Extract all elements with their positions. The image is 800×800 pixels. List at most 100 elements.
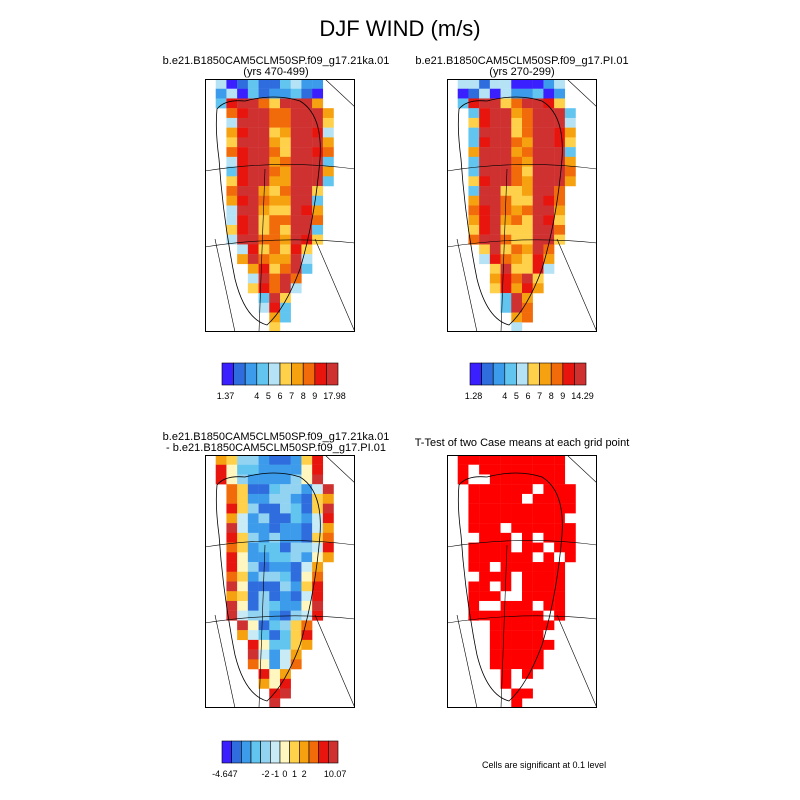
map-cell	[457, 474, 469, 485]
map-cell	[312, 195, 324, 206]
map-cell	[280, 581, 291, 592]
map-cell	[532, 147, 544, 158]
map-cell	[489, 117, 501, 128]
map-cell	[489, 195, 501, 206]
panel-2-title-line2: (yrs 270-299)	[489, 66, 555, 78]
map-cell	[280, 639, 291, 650]
panel-3-title-line2: - b.e21.B1850CAM5CLM50SP.f09_g17.PI.01	[166, 442, 386, 454]
map-cell	[511, 312, 523, 323]
map-cell	[554, 455, 566, 465]
map-cell	[290, 581, 302, 592]
map-cell	[280, 127, 291, 138]
map-cell	[258, 166, 270, 177]
map-cell	[511, 283, 523, 294]
colorbar-swatch	[574, 362, 587, 386]
map-cell	[280, 186, 291, 196]
map-cell	[468, 484, 480, 495]
map-cell	[237, 523, 249, 534]
map-cell	[280, 620, 291, 631]
map-cell	[554, 523, 566, 534]
map-cell	[290, 455, 302, 465]
map-cell	[280, 630, 291, 641]
map-cell	[532, 108, 544, 119]
map-cell	[258, 176, 270, 187]
colorbar-swatch	[326, 362, 339, 386]
map-cell	[312, 156, 324, 167]
map-cell	[500, 484, 512, 495]
map-cell	[237, 108, 249, 119]
map-cell	[247, 215, 259, 226]
map-cell	[247, 263, 259, 274]
map-cell	[468, 600, 480, 611]
map-cell	[532, 117, 544, 128]
map-cell	[522, 669, 533, 680]
map-cell	[237, 186, 249, 196]
colorbar-tick-label: 9	[312, 391, 317, 401]
map-cell	[312, 186, 324, 196]
map-cell	[543, 137, 555, 148]
map-cell	[468, 224, 480, 235]
map-cells	[457, 79, 576, 332]
parallel-line	[205, 615, 355, 624]
map-cell	[237, 571, 249, 582]
map-cell	[322, 166, 334, 177]
map-cell	[269, 493, 281, 504]
map-cell	[468, 493, 480, 504]
map-cell	[290, 166, 302, 177]
map-cell	[247, 649, 259, 660]
map-cell	[511, 552, 523, 563]
map-cell	[312, 532, 324, 543]
map-cell	[269, 620, 281, 631]
map-cell	[479, 600, 491, 611]
map-cell	[522, 302, 533, 313]
map-cell	[226, 205, 238, 216]
colorbar-swatch	[268, 362, 281, 386]
map-cell	[258, 224, 270, 235]
map-cell	[290, 263, 302, 274]
coastline	[215, 472, 321, 702]
map-cell	[500, 523, 512, 534]
map-cell	[522, 215, 533, 226]
map-cell	[247, 600, 259, 611]
map-cell	[226, 474, 238, 485]
map-cell	[489, 630, 501, 641]
map-cell	[500, 98, 512, 109]
map-cell	[226, 493, 238, 504]
map-cell	[522, 649, 533, 660]
map-cell	[532, 591, 544, 602]
map-cell	[511, 205, 523, 216]
map-cell	[479, 493, 491, 504]
map-cell	[500, 302, 512, 313]
map-cell	[554, 147, 566, 158]
map-cell	[532, 503, 544, 514]
map-cell	[564, 108, 576, 119]
map-cell	[322, 117, 334, 128]
map-cell	[301, 532, 313, 543]
map-cell	[237, 600, 249, 611]
map-cell	[269, 79, 281, 89]
map-cell	[500, 273, 512, 284]
map-cell	[468, 455, 480, 465]
map-frame	[447, 79, 597, 332]
map-cell	[468, 88, 480, 99]
map-cell	[269, 552, 281, 563]
map-cell	[280, 659, 291, 670]
map-cell	[489, 254, 501, 265]
map-cell	[226, 215, 238, 226]
map-cell	[522, 166, 533, 177]
map-cell	[522, 147, 533, 158]
map-cell	[280, 493, 291, 504]
map-cell	[511, 659, 523, 670]
map-cell	[237, 88, 249, 99]
map-cell	[301, 254, 313, 265]
map-cell	[489, 659, 501, 670]
map-cell	[237, 620, 249, 631]
map-cell	[468, 195, 480, 206]
map-cell	[479, 117, 491, 128]
map-cell	[301, 156, 313, 167]
map-cell	[500, 156, 512, 167]
map-cell	[522, 639, 533, 650]
map-cell	[301, 205, 313, 216]
map-cell	[301, 571, 313, 582]
map-cell	[247, 659, 259, 670]
